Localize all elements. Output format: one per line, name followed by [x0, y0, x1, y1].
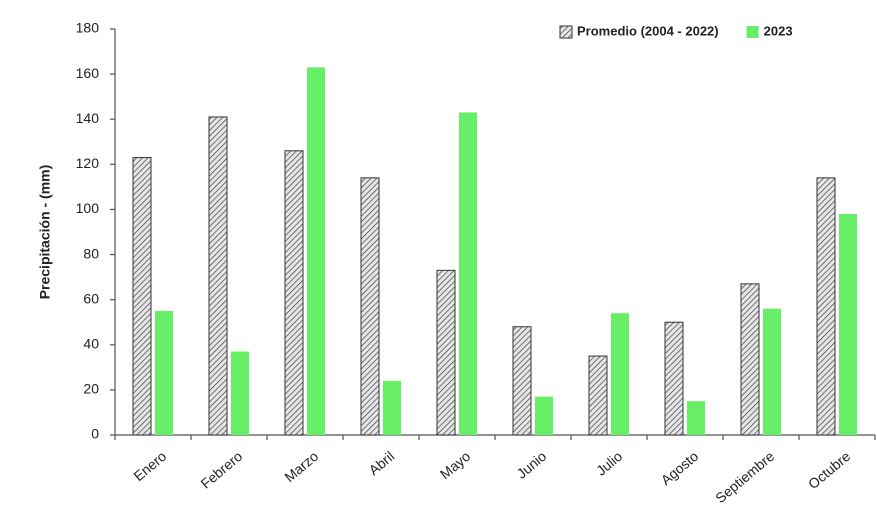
- bar: [208, 116, 228, 436]
- legend-swatch: [746, 26, 759, 38]
- bar: [740, 283, 760, 436]
- y-tick-label: 140: [76, 110, 100, 126]
- x-tick-label: Septiembre: [712, 448, 777, 506]
- x-tick-label: Agosto: [658, 448, 702, 488]
- bar: [307, 67, 325, 435]
- legend-label: Promedio (2004 - 2022): [577, 23, 719, 38]
- x-tick-label: Enero: [130, 448, 169, 484]
- bar: [816, 177, 836, 436]
- x-tick-label: Junio: [513, 448, 549, 482]
- legend-swatch: [559, 25, 573, 39]
- x-tick-label: Marzo: [281, 448, 321, 485]
- x-tick-label: Octubre: [805, 448, 854, 492]
- bar: [383, 380, 401, 435]
- bar: [132, 157, 152, 436]
- y-tick-label: 80: [83, 245, 99, 261]
- bar: [512, 326, 532, 436]
- y-tick-label: 100: [76, 200, 100, 216]
- y-axis-label: Precipitación - (mm): [37, 165, 53, 300]
- bar: [459, 112, 477, 435]
- x-tick-label: Abril: [366, 448, 398, 478]
- bar: [664, 321, 684, 436]
- legend-label: 2023: [764, 23, 793, 38]
- y-tick-label: 0: [91, 426, 99, 442]
- bar: [763, 308, 781, 435]
- bar: [231, 351, 249, 435]
- y-tick-label: 20: [83, 381, 99, 397]
- y-tick-label: 160: [76, 65, 100, 81]
- bar: [284, 150, 304, 436]
- x-tick-label: Julio: [593, 448, 626, 479]
- bar: [839, 213, 857, 435]
- y-tick-label: 40: [83, 335, 99, 351]
- bar: [155, 310, 173, 435]
- x-tick-label: Febrero: [197, 448, 245, 492]
- bar: [687, 401, 705, 435]
- bar: [360, 177, 380, 436]
- bar: [611, 313, 629, 435]
- bar: [436, 269, 456, 436]
- y-tick-label: 60: [83, 290, 99, 306]
- y-tick-label: 120: [76, 155, 100, 171]
- y-tick-label: 180: [76, 20, 100, 36]
- bar: [535, 396, 553, 435]
- bar: [588, 355, 608, 436]
- x-tick-label: Mayo: [437, 448, 474, 482]
